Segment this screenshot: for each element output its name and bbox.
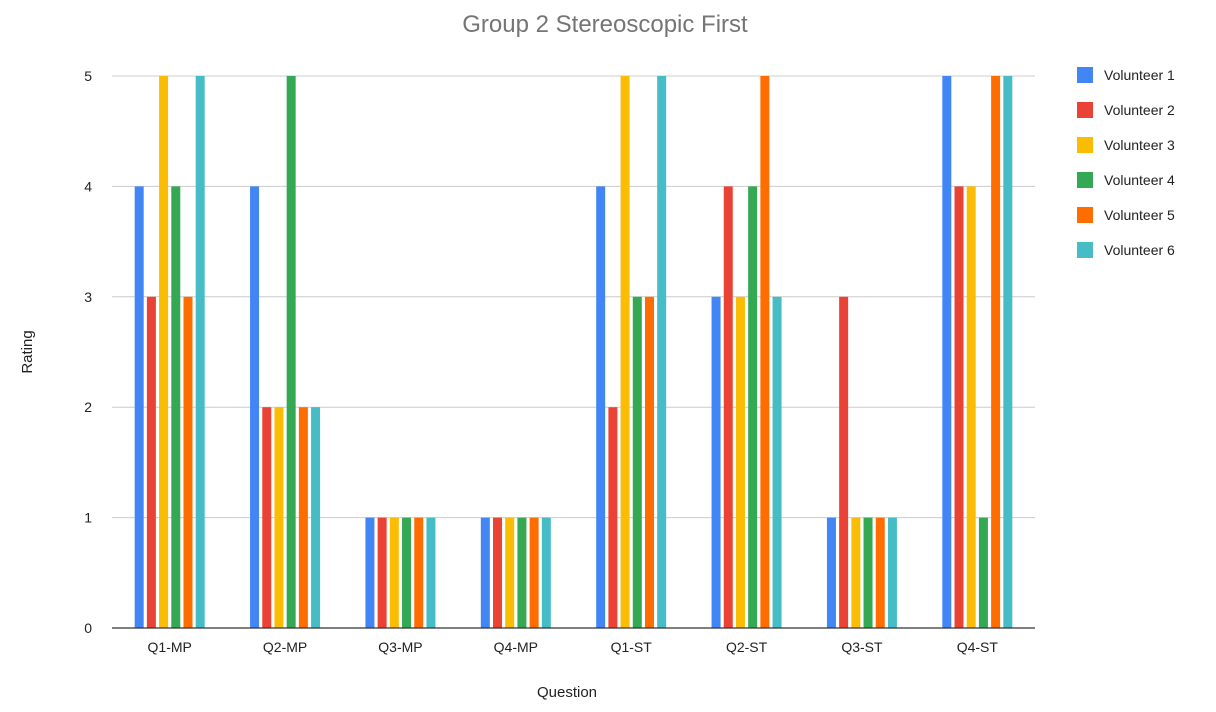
bar-volunteer-6-q2-mp [311, 407, 321, 628]
bar-volunteer-2-q4-mp [493, 517, 503, 628]
bar-volunteer-4-q1-st [632, 296, 642, 628]
bar-volunteer-2-q3-st [839, 296, 849, 628]
bar-volunteer-3-q3-mp [389, 517, 399, 628]
bar-volunteer-1-q3-mp [365, 517, 375, 628]
bar-volunteer-4-q1-mp [171, 186, 181, 628]
legend-swatch [1077, 137, 1093, 153]
legend-swatch [1077, 207, 1093, 223]
legend-swatch [1077, 172, 1093, 188]
legend-swatch [1077, 242, 1093, 258]
legend-label: Volunteer 4 [1104, 172, 1175, 188]
bar-volunteer-3-q2-st [735, 296, 745, 628]
x-axis-ticks: Q1-MP Q2-MP Q3-MP Q4-MP Q1-ST Q2-ST Q3-ST Q4-ST [148, 639, 999, 655]
bar-volunteer-5-q4-st [991, 76, 1001, 628]
bar-volunteer-3-q4-mp [505, 517, 515, 628]
bar-volunteer-5-q4-mp [529, 517, 539, 628]
bar-volunteer-1-q1-st [596, 186, 606, 628]
x-tick-label: Q2-MP [263, 639, 307, 655]
bar-volunteer-2-q1-st [608, 407, 618, 628]
y-tick-label: 2 [84, 399, 92, 415]
y-axis-title: Rating [19, 330, 36, 373]
bar-volunteer-1-q3-st [826, 517, 836, 628]
x-tick-label: Q3-MP [378, 639, 422, 655]
bar-volunteer-4-q2-mp [286, 76, 296, 628]
legend-label: Volunteer 6 [1104, 242, 1175, 258]
bar-volunteer-1-q1-mp [134, 186, 144, 628]
bar-volunteer-1-q2-st [711, 296, 721, 628]
y-tick-label: 4 [84, 178, 92, 194]
bar-volunteer-6-q1-mp [195, 76, 205, 628]
y-tick-label: 0 [84, 620, 92, 636]
bar-volunteer-2-q2-mp [262, 407, 272, 628]
bar-volunteer-3-q1-st [620, 76, 630, 628]
legend: Volunteer 1 Volunteer 2 Volunteer 3 Volunte… [1077, 67, 1175, 258]
bar-volunteer-6-q4-st [1003, 76, 1013, 628]
bar-volunteer-2-q2-st [723, 186, 733, 628]
x-tick-label: Q3-ST [841, 639, 883, 655]
chart-title: Group 2 Stereoscopic First [462, 11, 748, 38]
bar-volunteer-4-q3-st [863, 517, 873, 628]
bar-volunteer-6-q4-mp [541, 517, 551, 628]
legend-label: Volunteer 3 [1104, 137, 1175, 153]
legend-label: Volunteer 2 [1104, 102, 1175, 118]
bar-volunteer-5-q1-st [644, 296, 654, 628]
legend-swatch [1077, 102, 1093, 118]
bar-volunteer-5-q2-st [760, 76, 770, 628]
bar-volunteer-3-q1-mp [159, 76, 169, 628]
legend-label: Volunteer 1 [1104, 67, 1175, 83]
bar-volunteer-3-q3-st [851, 517, 861, 628]
bar-volunteer-2-q4-st [954, 186, 964, 628]
bar-volunteer-2-q3-mp [377, 517, 387, 628]
bar-volunteer-5-q2-mp [298, 407, 308, 628]
bar-volunteer-4-q3-mp [402, 517, 412, 628]
bar-volunteer-1-q4-mp [480, 517, 490, 628]
bar-volunteer-4-q4-st [978, 517, 988, 628]
bar-volunteer-6-q1-st [657, 76, 667, 628]
bar-volunteer-3-q2-mp [274, 407, 284, 628]
bars [134, 76, 1013, 628]
x-tick-label: Q1-ST [611, 639, 653, 655]
y-tick-label: 3 [84, 289, 92, 305]
legend-label: Volunteer 5 [1104, 207, 1175, 223]
bar-volunteer-1-q2-mp [250, 186, 260, 628]
bar-volunteer-4-q4-mp [517, 517, 527, 628]
bar-volunteer-6-q2-st [772, 296, 782, 628]
x-tick-label: Q2-ST [726, 639, 768, 655]
bar-volunteer-3-q4-st [966, 186, 976, 628]
bar-volunteer-6-q3-st [887, 517, 897, 628]
y-tick-label: 5 [84, 68, 92, 84]
x-tick-label: Q4-MP [494, 639, 538, 655]
x-tick-label: Q4-ST [957, 639, 999, 655]
y-tick-label: 1 [84, 510, 92, 526]
bar-volunteer-1-q4-st [942, 76, 952, 628]
bar-volunteer-5-q3-mp [414, 517, 424, 628]
bar-volunteer-6-q3-mp [426, 517, 436, 628]
bar-volunteer-4-q2-st [748, 186, 758, 628]
x-axis-title: Question [537, 684, 597, 701]
y-axis-ticks: 0 1 2 3 4 5 [84, 68, 92, 636]
bar-volunteer-5-q1-mp [183, 296, 193, 628]
bar-volunteer-2-q1-mp [146, 296, 156, 628]
x-tick-label: Q1-MP [148, 639, 192, 655]
legend-swatch [1077, 67, 1093, 83]
bar-volunteer-5-q3-st [875, 517, 885, 628]
